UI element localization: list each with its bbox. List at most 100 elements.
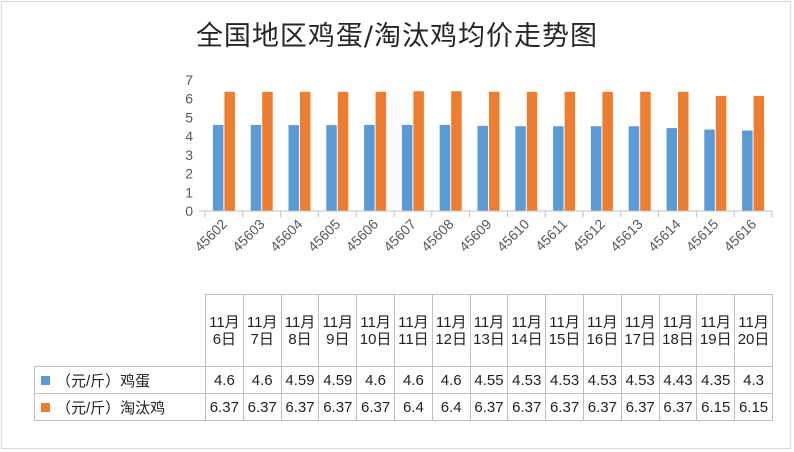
bar-culled-hen: [602, 91, 613, 211]
table-value-cell: 6.37: [545, 393, 584, 421]
table-date-header: 11月16日: [582, 294, 622, 367]
bar-egg: [666, 128, 677, 211]
table-value-cell: 6.37: [658, 393, 698, 421]
y-tick-label: 5: [185, 109, 193, 125]
table-value-cell: 6.4: [431, 393, 471, 421]
y-tick-label: 1: [185, 184, 193, 200]
bar-culled-hen: [262, 91, 273, 211]
bar-culled-hen: [640, 91, 651, 211]
x-tick-label: 45607: [380, 216, 419, 255]
bar-egg: [590, 126, 602, 211]
x-tick-label: 45605: [305, 216, 344, 255]
x-tick-label: 45602: [191, 216, 230, 255]
bar-culled-hen: [337, 91, 349, 211]
table-value-cell: 4.35: [696, 366, 736, 394]
table-value-cell: 4.53: [620, 366, 660, 394]
bar-egg: [628, 126, 640, 211]
bar-egg: [704, 129, 715, 211]
x-tick-label: 45610: [494, 216, 533, 255]
chart-title: 全国地区鸡蛋/淘汰鸡均价走势图: [195, 21, 599, 52]
table-value-cell: 6.4: [393, 393, 433, 421]
table-value-cell: 6.37: [356, 393, 395, 421]
table-date-header: 11月12日: [431, 294, 471, 367]
legend-label: （元/斤）鸡蛋: [56, 372, 151, 390]
bar-series-group: [212, 91, 765, 211]
x-axis: 4560245603456044560545606456074560845609…: [191, 210, 773, 255]
bar-egg: [250, 124, 262, 211]
y-axis: 0 1 2 3 4 5 6 7: [185, 72, 205, 219]
bar-culled-hen: [526, 91, 538, 211]
bar-egg: [364, 124, 375, 211]
y-tick-label: 3: [185, 147, 193, 163]
table-date-header: 11月13日: [469, 294, 509, 367]
chart-data-table: 11月6日 11月7日 11月8日 11月9日 11月10日 11月11日 11月12日 11…: [34, 294, 773, 421]
y-tick-label: 2: [185, 166, 193, 182]
x-tick-label: 45613: [607, 216, 646, 255]
bar-culled-hen: [678, 91, 689, 211]
bar-culled-hen: [300, 91, 311, 211]
bar-culled-hen: [451, 91, 462, 211]
table-value-cell: 6.15: [696, 393, 736, 421]
bar-egg: [326, 125, 337, 211]
x-tick-label: 45615: [683, 216, 722, 255]
table-date-header: 11月17日: [620, 294, 660, 367]
x-tick-label: 45603: [229, 216, 268, 255]
x-tick-label: 45609: [456, 216, 495, 255]
table-value-cell: 4.53: [582, 366, 622, 394]
bar-culled-hen: [413, 91, 424, 211]
x-tick-label: 45616: [720, 216, 759, 255]
bar-egg: [288, 125, 299, 211]
y-tick-label: 4: [185, 128, 193, 144]
x-tick-label: 45608: [418, 216, 457, 255]
legend-swatch: [41, 375, 50, 385]
x-tick-label: 45606: [342, 216, 381, 255]
y-tick-label: 6: [185, 91, 193, 107]
bar-egg: [742, 130, 753, 211]
table-date-header: 11月11日: [393, 294, 433, 367]
table-value-cell: 4.6: [431, 366, 471, 394]
table-value-cell: 4.53: [545, 366, 584, 394]
table-date-header: 11月20日: [734, 294, 773, 367]
bar-culled-hen: [224, 91, 235, 211]
legend-swatch: [41, 402, 50, 412]
bar-egg: [515, 126, 526, 211]
table-value-cell: 4.59: [280, 366, 320, 394]
x-tick-label: 45612: [569, 216, 608, 255]
table-value-cell: 6.37: [582, 393, 622, 421]
x-tick-label: 45604: [267, 216, 306, 255]
table-date-header: 11月8日: [280, 294, 320, 367]
table-value-cell: 6.37: [242, 393, 282, 421]
table-value-cell: 4.6: [242, 366, 282, 394]
y-tick-label: 0: [185, 203, 193, 219]
table-value-cell: 4.3: [734, 366, 773, 394]
table-value-cell: 6.37: [318, 393, 358, 421]
table-row-culled-hen: （元/斤）淘汰鸡 6.37 6.37 6.37 6.37 6.37 6.4 6.4 6.37 6.…: [34, 393, 773, 421]
legend-entry: （元/斤）淘汰鸡: [34, 393, 206, 421]
table-date-header: 11月6日: [205, 294, 244, 367]
table-value-cell: 4.53: [507, 366, 547, 394]
table-corner: [34, 294, 206, 367]
table-date-header: 11月14日: [507, 294, 547, 367]
bar-egg: [212, 124, 224, 211]
table-date-header: 11月10日: [356, 294, 395, 367]
table-value-cell: 4.6: [393, 366, 433, 394]
x-tick-label: 45614: [645, 216, 684, 255]
bar-culled-hen: [489, 91, 500, 211]
table-date-header: 11月19日: [696, 294, 736, 367]
bar-culled-hen: [564, 91, 576, 211]
legend-entry: （元/斤）鸡蛋: [34, 366, 206, 394]
table-date-header: 11月7日: [242, 294, 282, 367]
table-value-cell: 6.37: [469, 393, 509, 421]
bar-egg: [477, 125, 488, 211]
bar-egg: [401, 124, 413, 211]
table-value-cell: 6.37: [620, 393, 660, 421]
bar-culled-hen: [375, 91, 387, 211]
table-value-cell: 4.55: [469, 366, 509, 394]
bar-egg: [553, 126, 564, 211]
table-value-cell: 6.37: [507, 393, 547, 421]
table-date-header: 11月18日: [658, 294, 698, 367]
table-row-egg: （元/斤）鸡蛋 4.6 4.6 4.59 4.59 4.6 4.6 4.6 4.55 4.53 4.…: [34, 366, 773, 394]
bar-culled-hen: [753, 95, 765, 211]
table-value-cell: 4.6: [205, 366, 244, 394]
